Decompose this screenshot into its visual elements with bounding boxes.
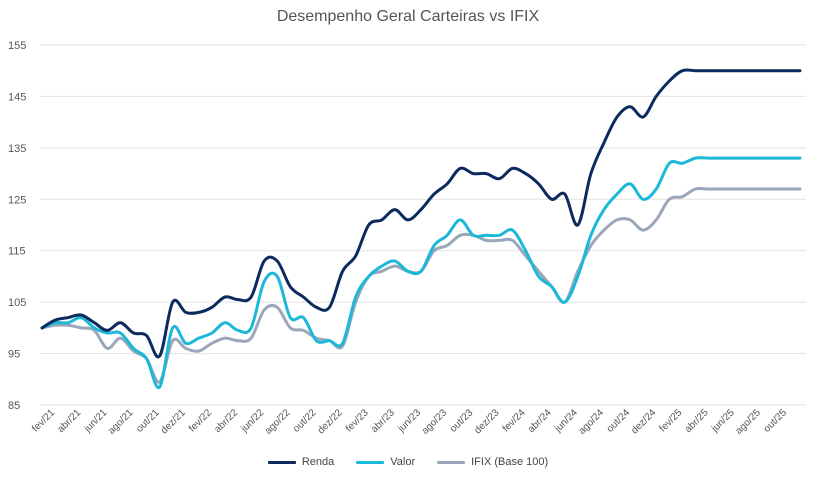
legend-swatch (356, 460, 385, 464)
x-tick-label: jun/23 (395, 407, 423, 435)
grid-lines (40, 44, 806, 406)
x-tick-label: out/25 (762, 407, 790, 435)
y-tick-label: 105 (8, 297, 26, 309)
legend-label: IFIX (Base 100) (471, 456, 549, 468)
legend-swatch (267, 460, 296, 464)
x-tick-label: out/23 (448, 407, 476, 435)
y-tick-label: 115 (8, 246, 26, 258)
legend-item: Valor (356, 456, 415, 468)
series-lines (40, 68, 802, 390)
x-tick-label: fev/22 (187, 407, 214, 434)
x-tick-label: ago/23 (420, 407, 450, 437)
x-tick-label: jun/21 (82, 407, 110, 435)
x-tick-label: jun/24 (552, 407, 580, 435)
x-tick-label: fev/25 (657, 407, 684, 434)
series-line-renda (40, 68, 802, 359)
x-tick-label: jun/25 (709, 407, 737, 435)
x-tick-label: dez/21 (159, 407, 188, 436)
y-tick-label: 85 (8, 400, 20, 412)
x-tick-label: dez/22 (316, 407, 345, 436)
x-tick-label: fev/24 (501, 407, 528, 434)
x-tick-label: out/22 (291, 407, 319, 435)
legend: Renda Valor IFIX (Base 100) (0, 456, 816, 468)
x-tick-label: dez/23 (473, 407, 502, 436)
x-tick-label: ago/21 (106, 407, 136, 437)
y-axis-ticks: 85 95 105 115 125 135 145 155 (8, 40, 26, 412)
legend-item: Renda (267, 456, 335, 468)
legend-item: IFIX (Base 100) (437, 456, 548, 468)
legend-label: Valor (390, 456, 416, 468)
x-tick-label: abr/23 (369, 407, 397, 435)
x-tick-label: abr/24 (526, 407, 554, 435)
x-tick-label: fev/23 (344, 407, 371, 434)
x-tick-label: abr/21 (55, 407, 83, 435)
chart-title: Desempenho Geral Carteiras vs IFIX (276, 8, 540, 25)
x-tick-label: out/24 (605, 407, 633, 435)
y-tick-label: 155 (8, 40, 26, 52)
x-tick-label: abr/25 (683, 407, 711, 435)
y-tick-label: 145 (8, 91, 26, 103)
legend-swatch (437, 460, 466, 464)
series-line-valor (40, 156, 802, 390)
legend-label: Renda (301, 456, 335, 468)
x-tick-label: ago/25 (734, 407, 764, 437)
y-tick-label: 135 (8, 143, 26, 155)
y-tick-label: 95 (8, 349, 20, 361)
x-tick-label: dez/24 (629, 407, 658, 436)
y-tick-label: 125 (8, 194, 26, 206)
x-tick-label: ago/24 (577, 407, 607, 437)
x-tick-label: abr/22 (212, 407, 240, 435)
x-tick-label: fev/21 (30, 407, 57, 434)
x-tick-label: ago/22 (263, 407, 293, 437)
x-tick-label: jun/22 (239, 407, 267, 435)
x-tick-label: out/21 (134, 407, 162, 435)
